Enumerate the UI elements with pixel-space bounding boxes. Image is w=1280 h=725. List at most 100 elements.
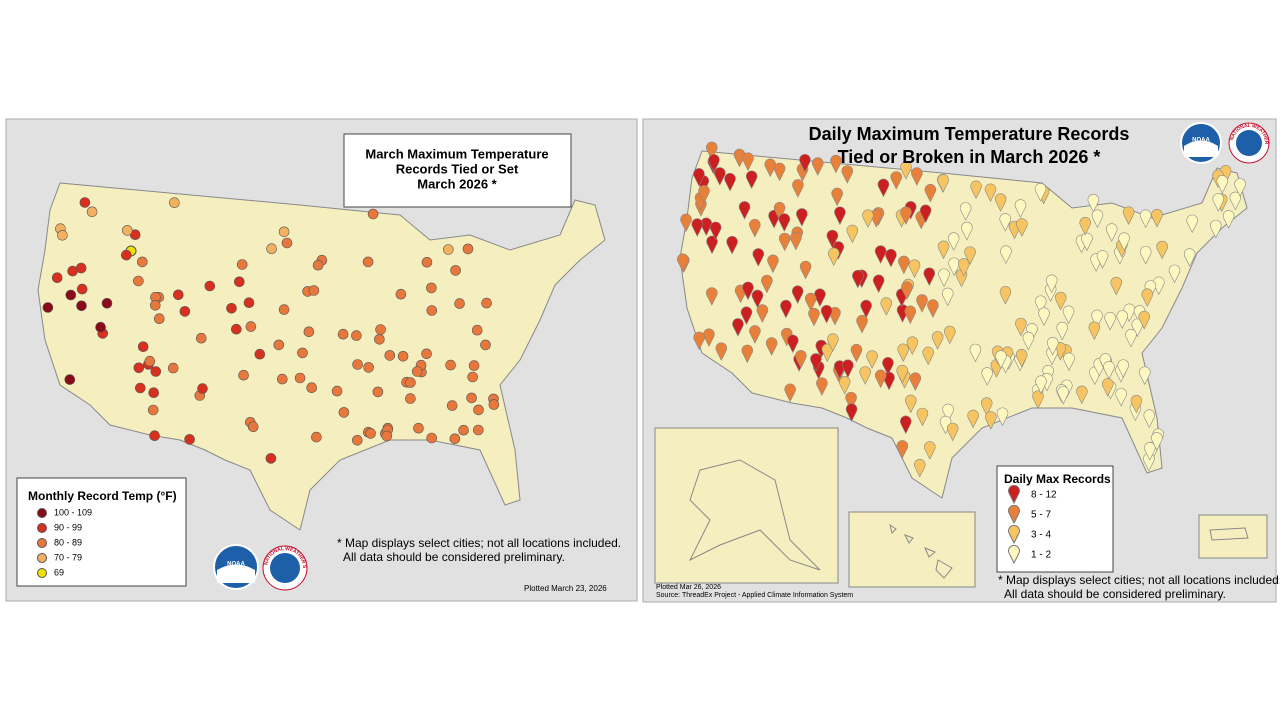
legend-swatch bbox=[37, 538, 47, 548]
record-pin bbox=[708, 154, 720, 173]
record-dot bbox=[65, 289, 77, 301]
record-dot bbox=[95, 321, 106, 333]
record-dot bbox=[471, 324, 483, 336]
record-dot bbox=[101, 297, 113, 309]
record-pin bbox=[1057, 386, 1070, 405]
legend-swatch bbox=[37, 553, 47, 563]
record-pin bbox=[808, 307, 820, 327]
record-pin bbox=[773, 201, 786, 221]
record-pin bbox=[964, 246, 976, 265]
record-pin bbox=[1091, 209, 1104, 229]
record-dot bbox=[367, 208, 379, 220]
record-dot bbox=[137, 341, 149, 353]
record-dot bbox=[381, 430, 393, 442]
record-pin bbox=[946, 422, 959, 442]
record-pin bbox=[1101, 378, 1114, 397]
record-pin bbox=[1034, 183, 1047, 202]
record-pin bbox=[1130, 394, 1143, 414]
record-pin bbox=[899, 415, 912, 435]
record-dot bbox=[337, 328, 349, 340]
record-dot bbox=[133, 275, 144, 287]
record-pin bbox=[1105, 223, 1118, 242]
record-pin bbox=[761, 274, 773, 294]
record-dot bbox=[374, 333, 385, 345]
record-pin bbox=[890, 171, 903, 190]
record-dot bbox=[144, 355, 156, 367]
record-pin bbox=[1076, 385, 1088, 405]
nws-inner bbox=[270, 553, 300, 583]
legend-label: 70 - 79 bbox=[54, 552, 82, 562]
record-pin bbox=[765, 337, 778, 356]
record-pin bbox=[732, 318, 744, 337]
record-pin bbox=[846, 224, 859, 244]
record-pin bbox=[969, 343, 982, 363]
legend-swatch bbox=[1008, 544, 1020, 565]
record-pin bbox=[745, 170, 758, 190]
record-pin bbox=[1035, 375, 1047, 395]
record-pin bbox=[850, 343, 863, 363]
record-pin bbox=[749, 218, 761, 238]
record-dot bbox=[245, 321, 257, 332]
record-dot bbox=[458, 424, 469, 436]
record-dot bbox=[363, 362, 374, 373]
record-pin bbox=[1022, 331, 1035, 351]
record-dot bbox=[196, 332, 207, 344]
record-dot bbox=[421, 256, 433, 268]
record-pin bbox=[804, 292, 817, 312]
record-pin bbox=[742, 281, 754, 301]
record-pin bbox=[1026, 323, 1038, 342]
record-pin bbox=[1032, 390, 1044, 410]
record-dot bbox=[234, 276, 245, 288]
record-dot bbox=[446, 400, 458, 411]
record-pin bbox=[909, 372, 922, 391]
record-pin bbox=[872, 274, 885, 294]
record-pin bbox=[845, 391, 857, 411]
record-pin bbox=[780, 299, 792, 319]
record-dot bbox=[397, 350, 409, 362]
record-pin bbox=[1046, 337, 1059, 356]
record-pin bbox=[885, 248, 897, 268]
legend-label: 1 - 2 bbox=[1031, 550, 1051, 561]
record-pin bbox=[970, 180, 982, 200]
legend-title: Daily Max Records bbox=[1004, 472, 1111, 486]
record-pin bbox=[1212, 193, 1225, 212]
record-dot bbox=[64, 374, 76, 385]
record-pin bbox=[715, 342, 728, 362]
record-pin bbox=[1210, 219, 1222, 239]
record-pin bbox=[859, 366, 871, 385]
source: Source: ThreadEx Project - Applied Clima… bbox=[656, 592, 853, 599]
record-pin bbox=[778, 213, 791, 232]
left-title: March Maximum Temperature bbox=[365, 146, 548, 161]
noaa-wave bbox=[217, 564, 255, 583]
record-pin bbox=[967, 409, 979, 429]
record-pin bbox=[1234, 178, 1246, 197]
record-pin bbox=[1183, 248, 1196, 267]
record-pin bbox=[913, 458, 926, 478]
record-pin bbox=[1156, 240, 1168, 260]
nws-inner bbox=[1236, 130, 1262, 156]
right-title: Daily Maximum Temperature Records bbox=[809, 124, 1130, 144]
right-title: Tied or Broken in March 2026 * bbox=[838, 147, 1101, 167]
record-pin bbox=[1034, 295, 1047, 315]
record-pin bbox=[1038, 307, 1050, 327]
record-pin bbox=[827, 247, 840, 267]
record-dot bbox=[76, 300, 87, 312]
record-pin bbox=[741, 344, 754, 364]
record-pin bbox=[691, 218, 704, 237]
record-pin bbox=[1116, 310, 1129, 329]
record-pin bbox=[880, 297, 893, 316]
record-pin bbox=[831, 187, 843, 207]
record-pin bbox=[994, 193, 1007, 212]
record-pin bbox=[749, 325, 761, 344]
record-pin bbox=[900, 206, 912, 226]
record-pin bbox=[714, 167, 726, 186]
record-dot bbox=[405, 393, 416, 404]
record-pin bbox=[841, 165, 854, 184]
record-pin bbox=[1229, 191, 1242, 211]
record-dot bbox=[449, 433, 461, 445]
record-dot bbox=[467, 371, 479, 383]
record-pin bbox=[816, 377, 828, 396]
record-dot bbox=[42, 302, 54, 313]
record-dot bbox=[413, 422, 424, 434]
record-dot bbox=[351, 434, 363, 446]
